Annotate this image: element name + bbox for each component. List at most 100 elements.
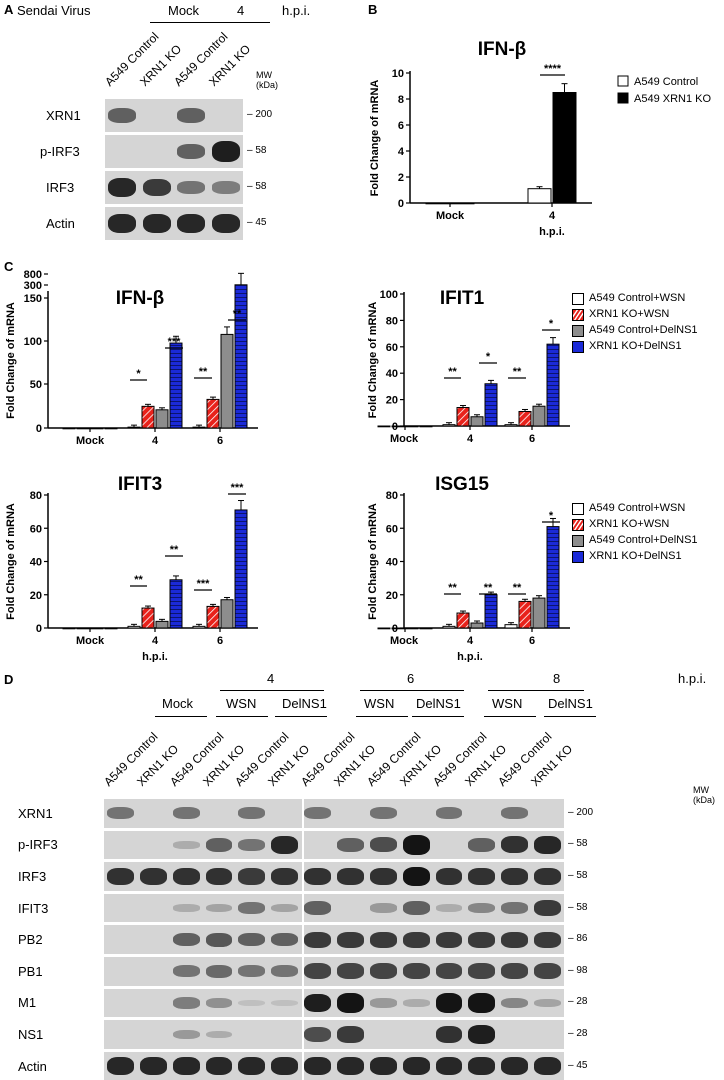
x-tick-label: Mock	[390, 433, 419, 445]
x-tick-label: 4	[549, 210, 556, 222]
chart-ifit3: IFIT3 Fold Change of mRNA 0 20 40 60 80 Mock 4 6 h…	[5, 474, 258, 662]
mw-marker: – 45	[247, 217, 267, 228]
protein-band	[435, 963, 463, 980]
y-tick-label: 0	[36, 623, 42, 635]
swatch-border	[572, 519, 584, 531]
mock-line-d	[155, 716, 207, 717]
protein-band	[402, 901, 430, 915]
protein-band	[177, 180, 206, 195]
blot-strip	[105, 135, 243, 168]
y-tick-label: 0	[36, 423, 42, 435]
protein-band	[238, 807, 266, 820]
y-tick-label: 800	[24, 270, 42, 281]
group-4-line	[190, 22, 270, 23]
protein-band	[402, 835, 430, 855]
legend-label: XRN1 KO+DelNS1	[589, 550, 682, 562]
protein-band	[534, 998, 562, 1008]
time-6-line	[360, 690, 464, 691]
x-axis-label: h.p.i.	[457, 651, 483, 662]
protein-band	[142, 213, 171, 234]
protein-band	[238, 868, 266, 885]
protein-band	[468, 867, 496, 886]
protein-band	[336, 867, 364, 886]
protein-band	[172, 965, 200, 978]
protein-band	[304, 993, 332, 1013]
protein-band	[271, 1057, 299, 1075]
y-axis-label: Fold Change of mRNA	[5, 302, 17, 419]
swatch-hatch	[573, 309, 583, 321]
data-bar	[377, 425, 391, 428]
blot-strip	[104, 830, 564, 860]
protein-band	[172, 807, 200, 820]
blot-divider	[302, 1020, 304, 1049]
y-axis-label: Fold Change of mRNA	[369, 80, 381, 197]
protein-band	[501, 931, 529, 948]
protein-band	[205, 932, 233, 947]
protein-band	[468, 963, 496, 980]
data-bar	[169, 342, 183, 429]
data-bar	[141, 607, 155, 629]
mw-marker: – 28	[568, 996, 588, 1008]
sig-label: **	[513, 366, 522, 378]
data-bar	[532, 405, 546, 427]
protein-band	[106, 867, 134, 886]
data-bar	[141, 405, 155, 429]
protein-band	[172, 1057, 200, 1075]
y-tick-label: 60	[386, 523, 398, 535]
protein-band	[205, 1030, 233, 1039]
legend-label: A549 Control+WSN	[589, 502, 686, 514]
chart-title: ISG15	[435, 474, 489, 495]
chart-title: IFIT3	[118, 474, 162, 495]
protein-band	[402, 931, 430, 948]
y-tick-label: 6	[398, 120, 404, 132]
sig-label: ***	[197, 578, 211, 590]
data-bar	[76, 427, 90, 430]
protein-band	[468, 902, 496, 914]
sig-label: *	[486, 351, 491, 363]
protein-band	[238, 999, 266, 1007]
data-bar	[377, 627, 391, 630]
legend-label: XRN1 KO+DelNS1	[589, 340, 682, 352]
chart-title: IFIT1	[440, 288, 485, 309]
y-tick-label: 80	[386, 490, 398, 502]
protein-band	[177, 213, 206, 234]
protein-band	[139, 1057, 167, 1075]
sig-label: ****	[544, 63, 562, 75]
protein-band	[534, 1057, 562, 1075]
protein-band	[304, 1027, 332, 1042]
data-bar	[546, 526, 560, 629]
protein-band	[336, 1026, 364, 1043]
data-bar	[419, 627, 433, 630]
protein-band	[369, 807, 397, 820]
swatch-fill	[572, 325, 584, 337]
x-tick-label: 4	[152, 435, 159, 447]
blot-divider	[302, 893, 304, 923]
blot-row-label: IFIT3	[18, 900, 49, 916]
protein-band	[205, 997, 233, 1008]
protein-band	[238, 965, 266, 978]
protein-band	[108, 108, 137, 123]
mw-header-a: MW (kDa)	[256, 70, 278, 90]
y-axis-label: Fold Change of mRNA	[367, 503, 379, 620]
time-8-line	[488, 690, 584, 691]
protein-band	[106, 807, 134, 820]
protein-band	[336, 838, 364, 852]
mw-marker: – 58	[568, 838, 588, 850]
data-bar	[405, 627, 419, 630]
mw-marker: – 58	[247, 181, 267, 192]
protein-band	[211, 213, 240, 234]
y-tick-label: 2	[398, 172, 404, 184]
data-bar	[155, 620, 169, 629]
legend-swatch	[572, 325, 584, 337]
data-bar	[484, 594, 498, 629]
protein-band	[369, 867, 397, 886]
y-tick-label: 4	[398, 146, 405, 158]
sig-label: **	[170, 544, 179, 556]
panel-a-letter: A	[4, 2, 14, 17]
y-tick-label: 80	[386, 315, 398, 327]
protein-band	[271, 932, 299, 947]
virus-label: Sendai Virus	[17, 3, 91, 18]
legend-swatch	[617, 75, 629, 87]
swatch-fill	[572, 293, 584, 305]
